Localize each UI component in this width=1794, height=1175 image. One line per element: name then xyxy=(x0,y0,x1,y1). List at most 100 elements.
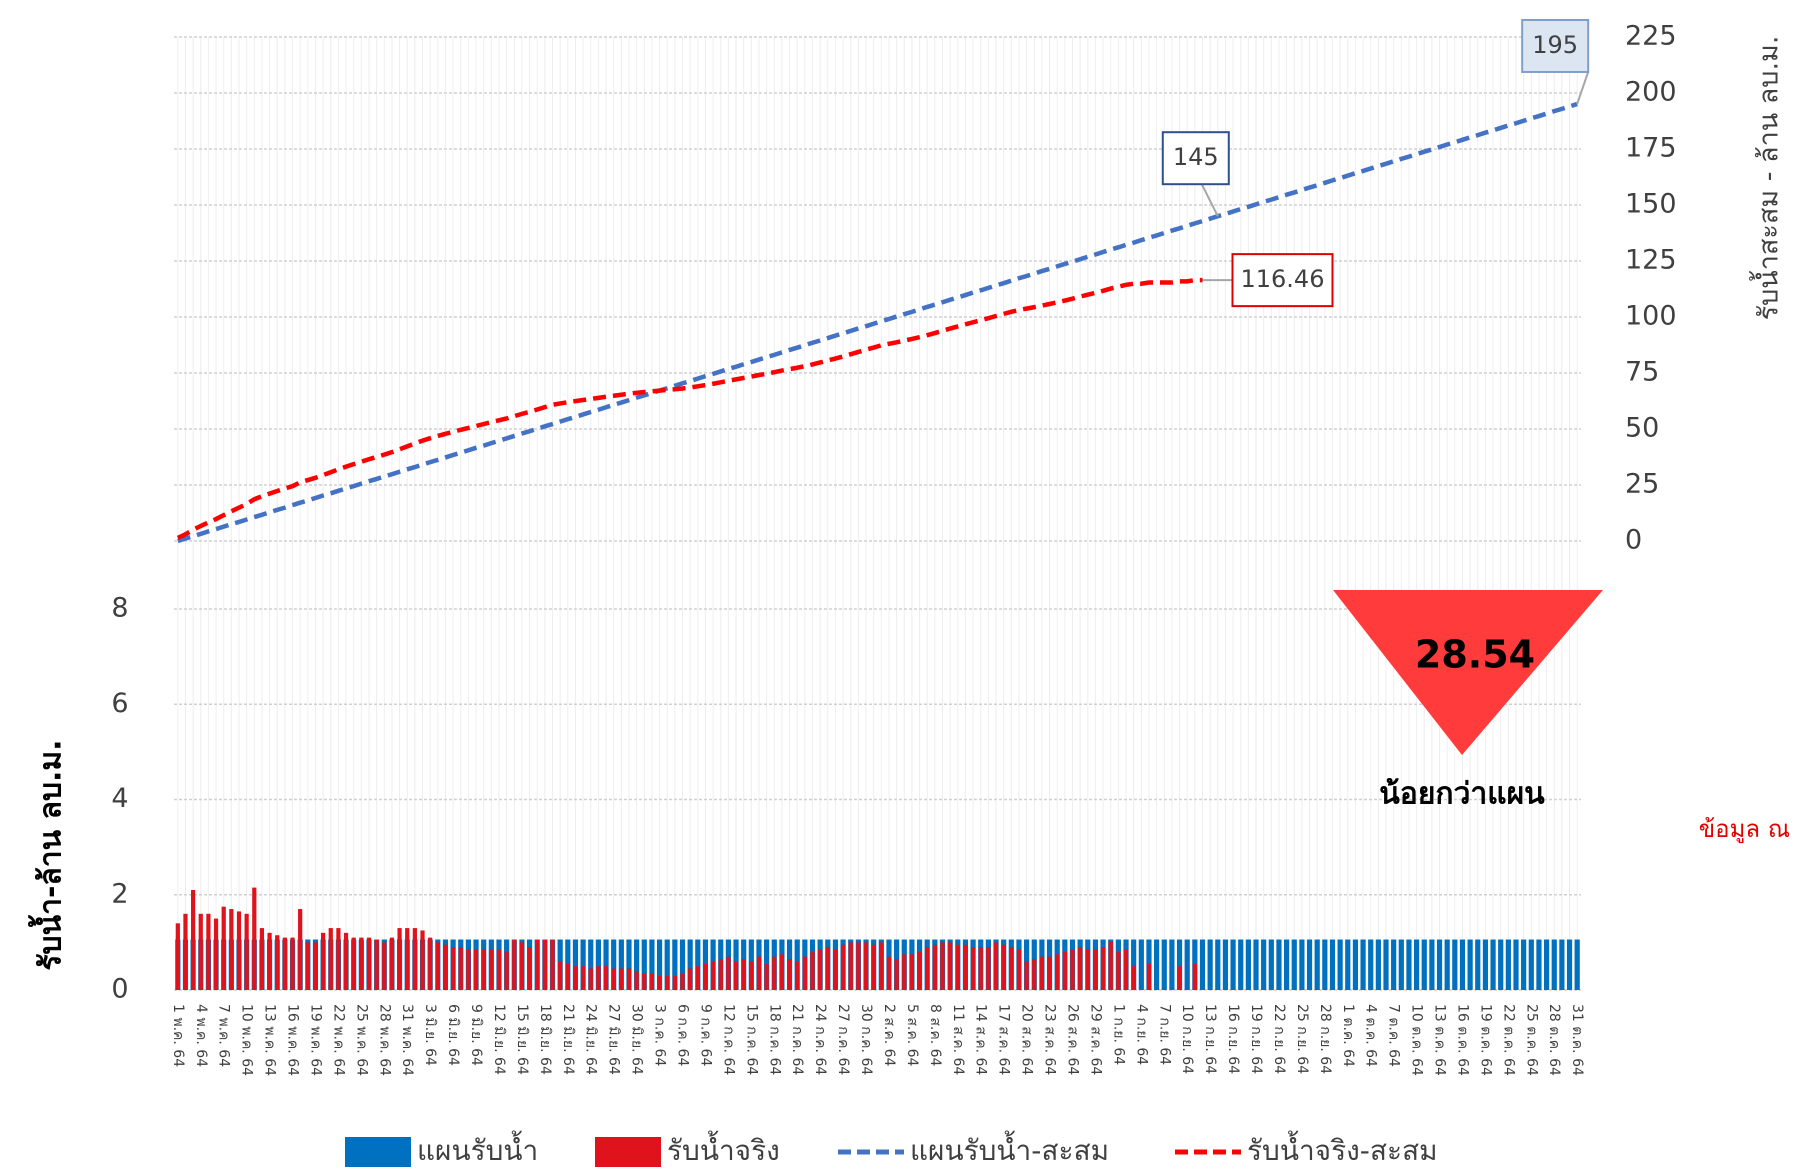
bar xyxy=(1322,939,1328,990)
bar xyxy=(221,906,226,990)
x-tick-label: 27 มิ.ย. 64 xyxy=(606,1004,622,1075)
y2-tick-label: 125 xyxy=(1625,245,1677,276)
x-tick-label: 12 ก.ค. 64 xyxy=(720,1004,736,1075)
bar xyxy=(558,961,563,990)
bar xyxy=(626,939,632,990)
bar xyxy=(1498,939,1504,990)
bar xyxy=(955,944,960,990)
bar xyxy=(680,973,685,990)
bar xyxy=(603,939,609,990)
bar xyxy=(932,944,937,990)
x-tick-label: 7 ต.ค. 64 xyxy=(1386,1004,1402,1067)
x-tick-label: 30 มิ.ย. 64 xyxy=(629,1004,645,1075)
bar xyxy=(1452,939,1458,990)
bar xyxy=(351,937,356,990)
bar xyxy=(948,942,953,990)
bar xyxy=(687,939,693,990)
bar xyxy=(1016,949,1022,990)
x-tick-label: 13 ก.ย. 64 xyxy=(1202,1004,1218,1074)
bar xyxy=(550,939,555,990)
bar xyxy=(565,963,570,990)
y2-axis-title: รับน้ำสะสม - ล้าน ลบ.ม. xyxy=(1749,36,1785,321)
y-axis-title: รับน้ำ-ล้าน ลบ.ม. xyxy=(28,739,69,970)
data-label: 195 xyxy=(1532,31,1578,59)
bar xyxy=(672,939,678,990)
x-tick-label: 4 ก.ย. 64 xyxy=(1133,1004,1149,1065)
bar xyxy=(726,956,731,990)
x-tick-label: 10 ต.ค. 64 xyxy=(1409,1004,1425,1076)
bar xyxy=(634,939,640,990)
bar xyxy=(710,961,716,990)
x-tick-label: 29 ส.ค. 64 xyxy=(1087,1004,1103,1075)
x-tick-label: 18 มิ.ย. 64 xyxy=(537,1004,553,1075)
bar xyxy=(641,939,647,990)
bar xyxy=(1047,956,1052,990)
bar xyxy=(1505,939,1511,990)
y-tick-label: 0 xyxy=(111,974,128,1005)
deficit-label: น้อยกว่าแผน xyxy=(1379,777,1545,812)
bar xyxy=(1528,939,1534,990)
bar xyxy=(795,961,800,990)
y2-tick-label: 25 xyxy=(1625,469,1659,500)
bar xyxy=(573,966,578,990)
bar xyxy=(848,942,853,990)
bar xyxy=(1199,939,1206,990)
bar xyxy=(435,942,440,990)
bar xyxy=(718,959,723,990)
legend-swatch xyxy=(345,1137,411,1167)
bar xyxy=(1261,939,1267,990)
bar xyxy=(741,959,746,990)
bar xyxy=(328,928,333,990)
bar xyxy=(756,956,762,990)
bar xyxy=(1360,939,1366,990)
bar xyxy=(665,975,670,990)
x-tick-label: 15 ก.ค. 64 xyxy=(743,1004,759,1075)
bar xyxy=(1039,956,1045,990)
x-tick-label: 19 ต.ค. 64 xyxy=(1477,1004,1493,1076)
x-tick-label: 21 ก.ค. 64 xyxy=(789,1004,805,1075)
bar xyxy=(420,930,425,990)
data-label-box xyxy=(1231,253,1334,308)
bar xyxy=(833,949,838,990)
x-tick-label: 22 ก.ย. 64 xyxy=(1271,1004,1287,1074)
x-tick-label: 31 พ.ค. 64 xyxy=(399,1004,415,1076)
plot: 0 25 50 75 100 125 150 175 200 225 0 2 4 6 8 145 195 116.… xyxy=(111,18,1677,1167)
bar xyxy=(389,937,395,990)
bar xyxy=(894,959,899,990)
bar xyxy=(642,973,647,990)
bar xyxy=(198,913,203,990)
bar xyxy=(1352,939,1359,990)
bar xyxy=(1024,961,1029,990)
bar xyxy=(649,939,655,990)
data-label-box xyxy=(1161,131,1230,186)
bar xyxy=(1131,939,1137,990)
bar xyxy=(527,947,532,990)
bar xyxy=(290,937,295,990)
x-tick-label: 19 พ.ค. 64 xyxy=(307,1004,323,1076)
x-tick-label: 28 ต.ค. 64 xyxy=(1546,1004,1562,1076)
x-tick-label: 22 พ.ค. 64 xyxy=(330,1004,346,1076)
bar xyxy=(466,949,471,990)
bar xyxy=(1222,939,1229,990)
bar xyxy=(940,942,945,990)
bar xyxy=(1436,939,1443,990)
bar xyxy=(733,961,739,990)
bar xyxy=(595,939,601,990)
bar xyxy=(183,913,188,990)
bar xyxy=(1009,947,1014,990)
legend-label: รับน้ำจริง xyxy=(667,1130,780,1167)
bar xyxy=(580,966,586,990)
bar xyxy=(1176,939,1183,990)
bar xyxy=(1093,949,1098,990)
line xyxy=(177,101,1578,544)
bar xyxy=(1131,966,1136,990)
bar xyxy=(863,942,869,990)
x-tick-label: 10 ก.ย. 64 xyxy=(1179,1004,1195,1074)
bar xyxy=(489,949,494,990)
bar xyxy=(1459,939,1466,990)
bar xyxy=(321,932,326,990)
x-tick-label: 31 ต.ค. 64 xyxy=(1569,1004,1585,1076)
x-tick-label: 30 ก.ค. 64 xyxy=(858,1004,874,1075)
bar xyxy=(1078,947,1083,990)
bar xyxy=(252,887,257,990)
